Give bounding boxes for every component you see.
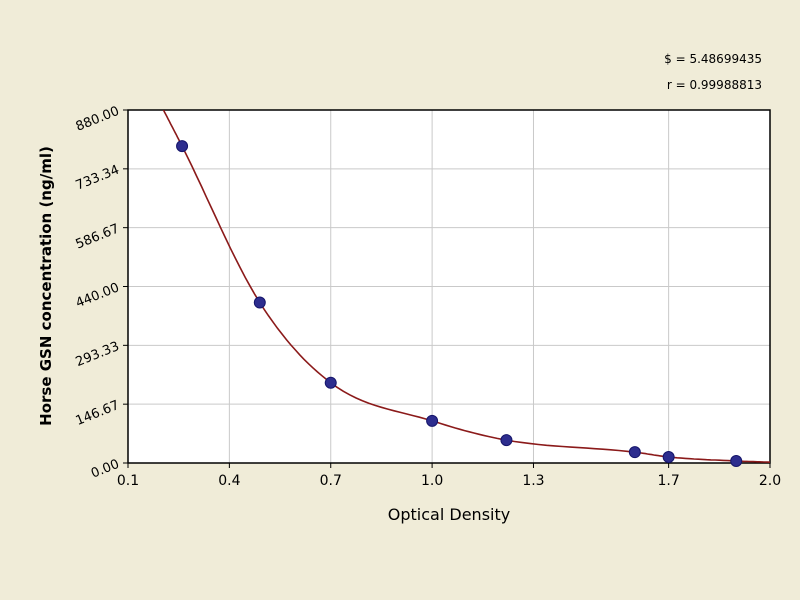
y-axis-title: Horse GSN concentration (ng/ml) xyxy=(37,146,55,426)
svg-text:586.67: 586.67 xyxy=(74,221,122,252)
r-value: r = 0.99988813 xyxy=(666,78,762,92)
svg-text:440.00: 440.00 xyxy=(74,280,122,311)
fit-statistics: $ = 5.48699435 r = 0.99988813 xyxy=(664,46,762,98)
x-axis-title: Optical Density xyxy=(387,505,511,524)
svg-text:146.67: 146.67 xyxy=(74,398,122,429)
svg-text:880.00: 880.00 xyxy=(74,104,122,135)
svg-text:2.0: 2.0 xyxy=(759,473,781,489)
svg-text:1.0: 1.0 xyxy=(421,473,443,489)
svg-text:293.33: 293.33 xyxy=(74,339,122,370)
s-value: $ = 5.48699435 xyxy=(664,52,762,66)
svg-text:0.1: 0.1 xyxy=(117,473,139,489)
svg-text:0.4: 0.4 xyxy=(218,473,240,489)
svg-text:733.34: 733.34 xyxy=(74,163,122,194)
svg-text:1.3: 1.3 xyxy=(522,473,544,489)
svg-text:0.7: 0.7 xyxy=(320,473,342,489)
svg-text:1.7: 1.7 xyxy=(657,473,679,489)
